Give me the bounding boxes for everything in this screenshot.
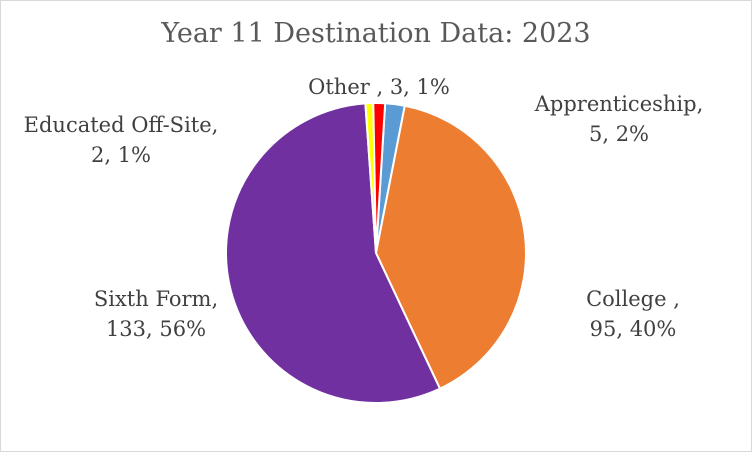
data-label-apprenticeship: Apprenticeship, 5, 2% — [534, 92, 704, 146]
pie-slice-college — [374, 104, 527, 391]
data-label-sixth-form: Sixth Form, 133, 56% — [94, 287, 218, 341]
data-label-educated-off-site: Educated Off-Site, 2, 1% — [24, 113, 219, 167]
data-label-college: College , 95, 40% — [586, 287, 680, 341]
pie-slice-sixth-form — [225, 102, 442, 404]
pie-slice-other — [372, 102, 387, 254]
data-label-other: Other , 3, 1% — [308, 75, 450, 99]
chart-title: Year 11 Destination Data: 2023 — [161, 18, 591, 49]
